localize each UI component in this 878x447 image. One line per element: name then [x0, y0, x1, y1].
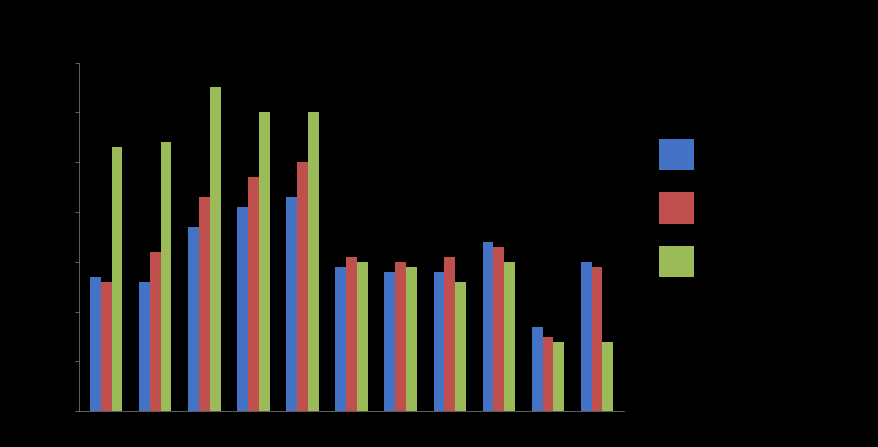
Bar	[531, 327, 542, 411]
Bar	[112, 147, 122, 411]
Bar	[210, 88, 220, 411]
Bar	[90, 277, 101, 411]
Bar	[149, 252, 161, 411]
Bar	[346, 257, 356, 411]
Bar	[139, 282, 149, 411]
Bar	[433, 272, 444, 411]
Bar	[504, 262, 515, 411]
Bar	[384, 272, 395, 411]
Bar	[237, 207, 248, 411]
Bar	[297, 162, 307, 411]
Bar	[444, 257, 455, 411]
Bar	[493, 247, 504, 411]
Bar	[258, 112, 270, 411]
Bar	[307, 112, 319, 411]
Bar	[198, 197, 210, 411]
Bar	[286, 197, 297, 411]
Bar	[601, 342, 613, 411]
Bar	[161, 142, 171, 411]
Bar	[591, 267, 601, 411]
Bar	[542, 337, 553, 411]
Bar	[395, 262, 406, 411]
Bar	[188, 227, 198, 411]
Bar	[356, 262, 367, 411]
Bar	[580, 262, 591, 411]
Bar	[101, 282, 112, 411]
Bar	[455, 282, 465, 411]
Bar	[335, 267, 346, 411]
Bar	[482, 242, 493, 411]
Bar	[553, 342, 564, 411]
Bar	[406, 267, 416, 411]
Bar	[248, 177, 258, 411]
